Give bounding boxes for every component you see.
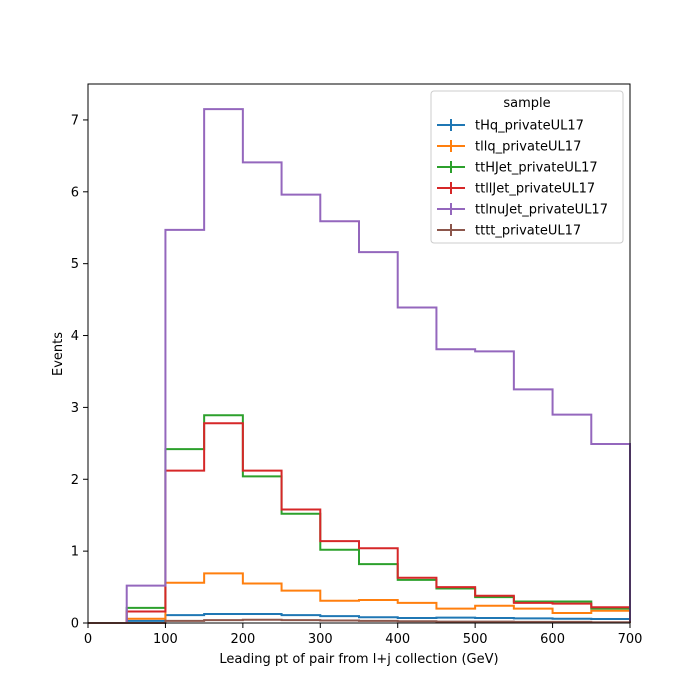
x-tick-label: 300 [308, 632, 333, 647]
x-tick-label: 0 [84, 632, 92, 647]
series-line-0 [88, 613, 631, 624]
series-line-3 [88, 422, 631, 624]
y-axis-label: Events [51, 332, 66, 376]
series-line-5 [88, 618, 631, 624]
x-tick-label: 100 [153, 632, 178, 647]
x-tick-label: 700 [618, 632, 643, 647]
series-layer [88, 108, 631, 624]
legend: sample tHq_privateUL17 tllq_privateUL17tt… [430, 90, 624, 244]
x-tick-label: 400 [385, 632, 410, 647]
y-tick-label: 1 [71, 545, 79, 560]
legend-label: ttHJet_privateUL17 [475, 161, 598, 176]
y-tick-label: 3 [71, 401, 79, 416]
legend-entries: tHq_privateUL17 tllq_privateUL17 ttHJet_pr… [437, 119, 608, 239]
y-tick-label: 0 [71, 617, 79, 632]
legend-entry: tHq_privateUL17 [437, 119, 584, 134]
series-line-1 [88, 572, 631, 624]
legend-entry: ttHJet_privateUL17 [437, 161, 598, 176]
x-tick-label: 200 [230, 632, 255, 647]
legend-label: ttlnuJet_privateUL17 [475, 203, 608, 218]
legend-entry: tllq_privateUL17 [437, 140, 581, 155]
legend-entry: ttllJet_privateUL17 [437, 182, 595, 197]
series-line-4 [88, 108, 631, 624]
legend-label: tttt_privateUL17 [475, 224, 581, 239]
legend-label: tHq_privateUL17 [475, 119, 584, 134]
legend-title: sample [503, 96, 550, 111]
y-tick-label: 5 [71, 257, 79, 272]
y-axis-ticks: 0 1 2 3 4 5 6 7 [71, 113, 88, 632]
legend-frame [430, 90, 624, 244]
series-line-2 [88, 414, 631, 624]
y-tick-label: 4 [71, 329, 79, 344]
y-tick-label: 7 [71, 113, 79, 128]
plot-frame [87, 83, 631, 624]
legend-entry: ttlnuJet_privateUL17 [437, 203, 608, 218]
x-axis-ticks: 0 100 200 300 400 500 600 700 [84, 623, 643, 647]
legend-entry: tttt_privateUL17 [437, 224, 581, 239]
x-tick-label: 600 [540, 632, 565, 647]
y-tick-label: 2 [71, 473, 79, 488]
y-tick-label: 6 [71, 185, 79, 200]
x-tick-label: 500 [463, 632, 488, 647]
x-axis-label: Leading pt of pair from l+j collection (… [219, 652, 498, 667]
legend-label: ttllJet_privateUL17 [475, 182, 595, 197]
legend-label: tllq_privateUL17 [475, 140, 581, 155]
